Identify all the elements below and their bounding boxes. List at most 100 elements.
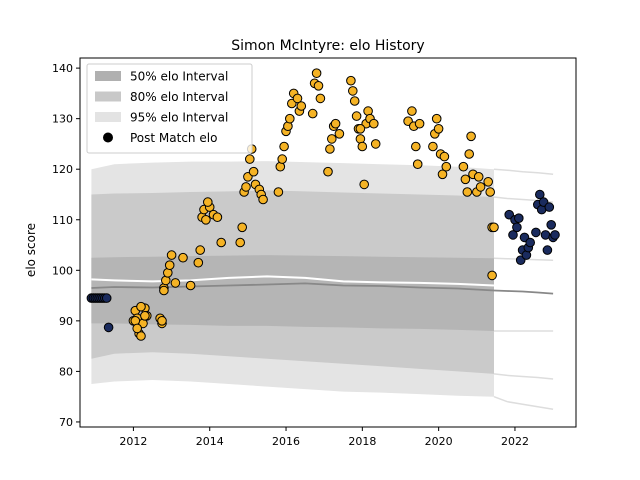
data-point <box>185 280 196 291</box>
data-point <box>514 213 524 223</box>
y-tick-label: 70 <box>59 416 73 429</box>
x-tick-label: 2020 <box>425 435 453 448</box>
data-point <box>489 222 499 233</box>
data-point <box>473 172 484 182</box>
data-points <box>86 68 560 341</box>
forecast-10-line <box>493 373 554 380</box>
data-point <box>241 182 251 192</box>
y-tick-label: 100 <box>52 264 73 277</box>
legend-label: 95% elo Interval <box>130 111 228 125</box>
y-tick-label: 140 <box>52 62 73 75</box>
data-point <box>277 154 288 164</box>
y-axis-label: elo score <box>24 223 38 277</box>
data-point <box>216 237 226 248</box>
band-50 <box>91 255 495 331</box>
data-point <box>462 187 473 197</box>
data-point <box>212 212 223 222</box>
data-point <box>359 179 370 190</box>
data-point <box>355 124 366 134</box>
data-point <box>348 86 358 96</box>
plot-frame <box>79 57 577 428</box>
data-point <box>414 118 425 129</box>
data-point <box>258 194 268 205</box>
data-point <box>292 93 303 104</box>
data-point <box>248 166 259 177</box>
y-tick-label: 130 <box>52 113 73 126</box>
data-point <box>203 197 213 207</box>
data-point <box>531 227 541 238</box>
y-tick-label: 110 <box>52 214 73 227</box>
data-point <box>411 141 421 152</box>
data-point <box>101 293 112 303</box>
data-point <box>370 139 381 149</box>
legend-swatch <box>95 91 121 102</box>
data-point <box>136 301 146 312</box>
data-point <box>279 141 289 152</box>
y-tick-label: 120 <box>52 163 73 176</box>
data-point <box>464 149 475 159</box>
data-point <box>349 96 360 106</box>
data-point <box>103 322 114 333</box>
data-point <box>346 75 356 86</box>
data-point <box>544 202 555 212</box>
data-point <box>327 134 337 144</box>
legend-label: 80% elo Interval <box>130 90 228 104</box>
data-point <box>273 187 284 197</box>
x-tick-label: 2018 <box>348 435 376 448</box>
data-point <box>201 215 211 225</box>
data-point <box>330 118 341 129</box>
x-tick-label: 2014 <box>196 435 224 448</box>
y-axis: 70 80 90 100 110 120 130 140 <box>52 62 80 429</box>
data-point <box>357 141 368 152</box>
data-point <box>132 323 142 334</box>
data-point <box>164 260 175 271</box>
data-point <box>431 113 442 124</box>
data-point <box>157 316 167 326</box>
data-point <box>307 108 318 119</box>
data-point <box>512 222 522 233</box>
data-point <box>428 141 438 152</box>
data-point <box>334 129 345 139</box>
y-tick-label: 90 <box>59 315 73 328</box>
data-point <box>166 250 177 260</box>
data-point <box>458 161 469 172</box>
data-point <box>193 257 204 268</box>
interval-bands <box>91 161 554 411</box>
data-point <box>542 245 553 255</box>
data-point <box>546 220 557 230</box>
x-tick-label: 2022 <box>501 435 529 448</box>
data-point <box>535 189 545 200</box>
data-point <box>466 131 476 142</box>
data-point <box>195 245 205 255</box>
legend-label: 50% elo Interval <box>130 70 228 84</box>
data-point <box>439 151 450 162</box>
legend-label: Post Match elo <box>130 131 217 145</box>
data-point <box>315 93 326 104</box>
data-point <box>437 169 448 180</box>
data-point <box>407 106 417 116</box>
data-point <box>313 81 324 91</box>
forecast-97-5-line <box>493 168 554 176</box>
data-point <box>237 222 247 233</box>
y-tick-label: 80 <box>59 365 73 378</box>
data-point <box>525 237 536 248</box>
x-tick-label: 2012 <box>119 435 147 448</box>
data-point <box>296 101 307 111</box>
median-line <box>91 282 554 295</box>
data-point <box>170 278 181 288</box>
trend-lines <box>91 275 554 295</box>
data-point <box>159 285 169 296</box>
data-point <box>412 159 423 169</box>
data-point <box>323 166 333 177</box>
data-point <box>178 252 188 263</box>
data-point <box>311 68 322 78</box>
legend-marker <box>103 132 113 143</box>
data-point <box>460 174 471 185</box>
chart-title: Simon McIntyre: elo History <box>231 38 424 54</box>
x-tick-label: 2016 <box>272 435 300 448</box>
data-point <box>487 270 497 281</box>
mean-line <box>91 275 495 287</box>
plot-area <box>86 68 560 411</box>
legend-swatch <box>95 71 121 81</box>
data-point <box>475 182 486 192</box>
